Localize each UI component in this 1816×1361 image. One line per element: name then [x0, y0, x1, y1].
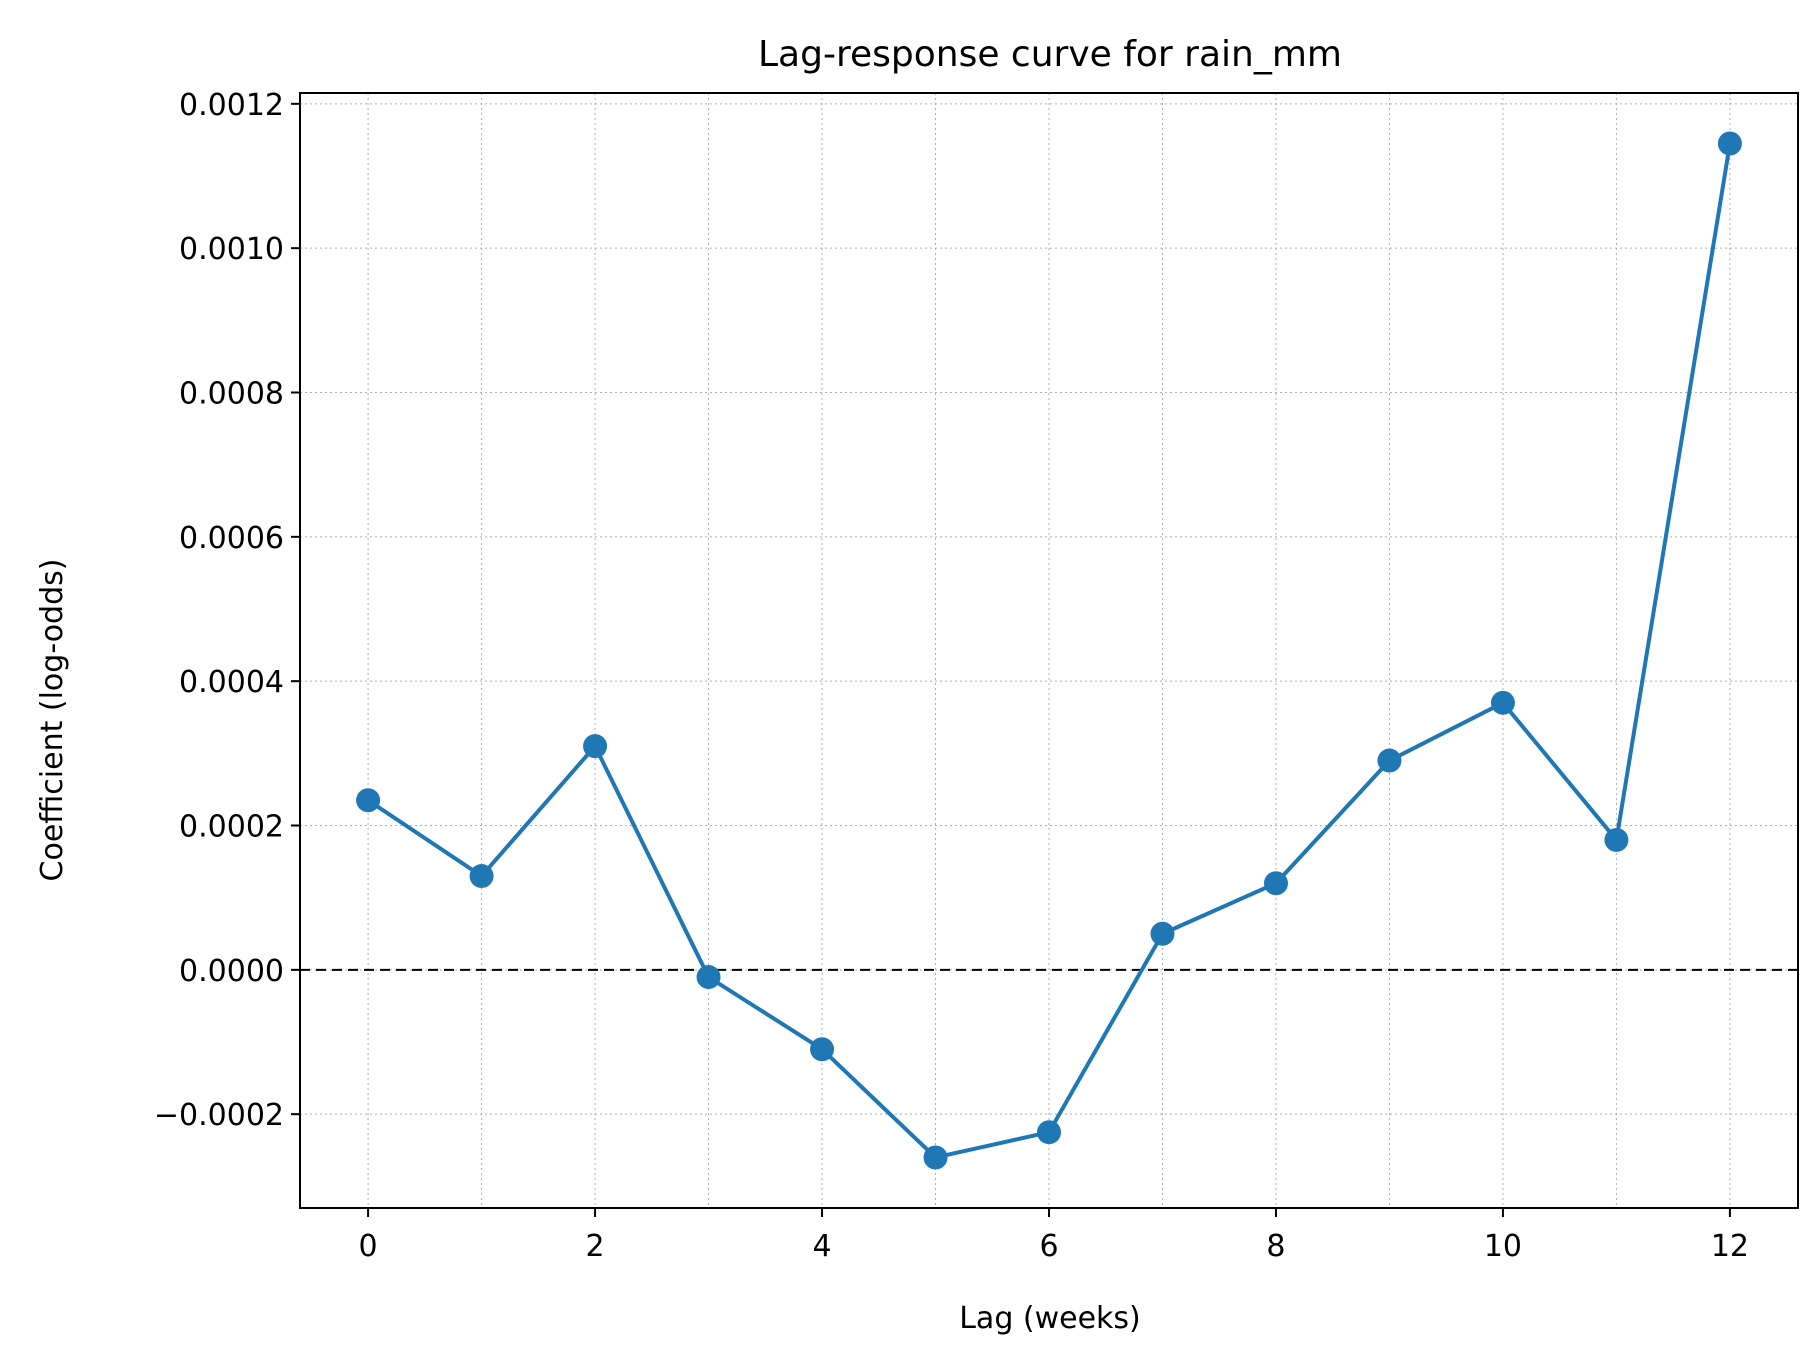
y-tick-label: −0.0002 — [154, 1098, 284, 1133]
y-tick-label: 0.0000 — [179, 954, 284, 989]
y-tick-label: 0.0010 — [179, 232, 284, 267]
data-point — [356, 788, 381, 813]
x-tick-label: 12 — [1711, 1229, 1749, 1264]
data-point — [1717, 131, 1742, 156]
data-point — [1604, 827, 1629, 852]
series-group — [356, 131, 1742, 1170]
x-tick-label: 10 — [1484, 1229, 1522, 1264]
data-point — [810, 1037, 835, 1062]
x-tick-label: 0 — [359, 1229, 378, 1264]
grid-lines — [300, 93, 1798, 1208]
y-tick-label: 0.0012 — [179, 88, 284, 123]
data-point — [1037, 1120, 1061, 1145]
y-tick-label: 0.0006 — [179, 521, 284, 556]
y-axis-ticks: −0.0002 0.0000 0.0002 0.0004 0.0006 0.0008 0.0… — [154, 88, 300, 1133]
data-point — [1377, 748, 1402, 773]
y-tick-label: 0.0004 — [179, 665, 284, 700]
x-tick-label: 8 — [1266, 1229, 1285, 1264]
x-axis-title: Lag (weeks) — [959, 1301, 1141, 1336]
x-tick-label: 4 — [812, 1229, 831, 1264]
data-point — [696, 965, 721, 990]
data-point — [1263, 871, 1288, 896]
data-point — [1150, 921, 1175, 946]
data-point — [583, 734, 608, 759]
chart-title: Lag-response curve for rain_mm — [758, 34, 1342, 75]
y-tick-label: 0.0002 — [179, 810, 284, 845]
x-tick-label: 6 — [1039, 1229, 1058, 1264]
data-point — [923, 1145, 948, 1170]
y-tick-label: 0.0008 — [179, 376, 284, 411]
x-axis-ticks: 0 2 4 6 8 10 12 — [359, 1208, 1749, 1264]
data-point — [1490, 690, 1515, 715]
data-point — [469, 864, 494, 889]
x-tick-label: 2 — [586, 1229, 605, 1264]
y-axis-title: Coefficient (log-odds) — [35, 559, 70, 882]
